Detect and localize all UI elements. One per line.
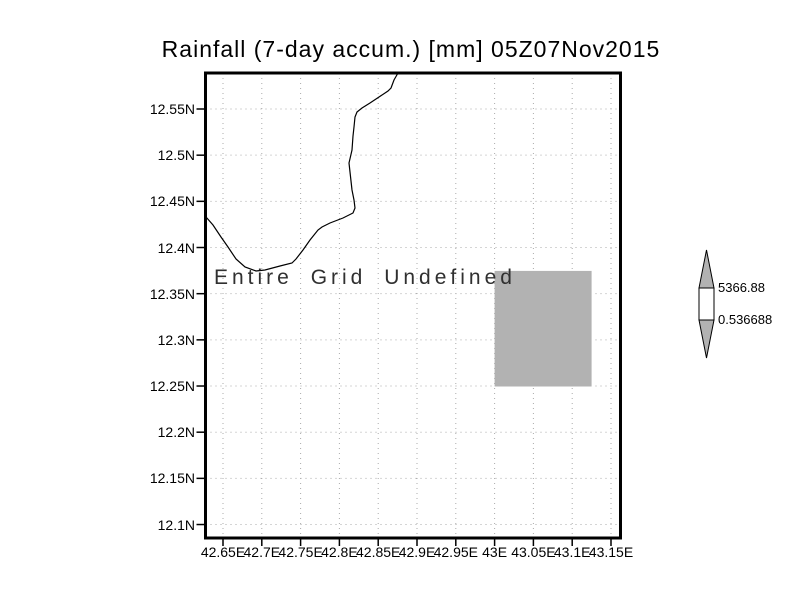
- y-tick-label: 12.4N: [157, 239, 195, 256]
- colorbar-svg: [698, 249, 715, 359]
- x-tick-label: 43.05E: [511, 544, 556, 560]
- x-tick-label: 42.9E: [398, 544, 436, 560]
- x-tick-label: 42.95E: [433, 544, 478, 560]
- y-tick-label: 12.25N: [149, 378, 195, 395]
- y-tick-label: 12.45N: [149, 193, 195, 210]
- plot-border: [204, 71, 622, 540]
- y-tick-label: 12.5N: [157, 147, 195, 164]
- plot-title: Rainfall (7-day accum.) [mm] 05Z07Nov201…: [161, 36, 661, 62]
- y-tick-label: 12.1N: [157, 516, 195, 533]
- y-tick-label: 12.15N: [149, 470, 195, 487]
- y-tick-label: 12.55N: [149, 101, 195, 117]
- colorbar-top-arrow: [698, 249, 715, 289]
- colorbar-max-label: 5366.88: [718, 280, 765, 295]
- colorbar-body: [698, 287, 715, 321]
- x-tick-label: 43E: [482, 544, 508, 560]
- y-tick-label: 12.2N: [157, 424, 195, 441]
- y-tick-label: 12.35N: [149, 285, 195, 302]
- colorbar-bottom-arrow: [698, 319, 715, 359]
- undefined-annotation: Entire Grid Undefined: [214, 266, 516, 289]
- y-tick-label: 12.3N: [157, 331, 195, 348]
- map-plot-svg: [196, 71, 622, 546]
- x-tick-label: 42.8E: [321, 544, 358, 560]
- x-tick-label: 42.7E: [243, 544, 281, 560]
- coastline: [205, 72, 399, 272]
- colorbar-min-label: 0.536688: [718, 312, 773, 327]
- x-tick-label: 42.65E: [200, 544, 246, 560]
- x-tick-label: 42.75E: [278, 544, 323, 560]
- undefined-region: [494, 270, 592, 387]
- x-tick-label: 43.1E: [553, 544, 591, 560]
- x-tick-label: 42.85E: [356, 544, 401, 560]
- x-tick-label: 43.15E: [588, 544, 634, 560]
